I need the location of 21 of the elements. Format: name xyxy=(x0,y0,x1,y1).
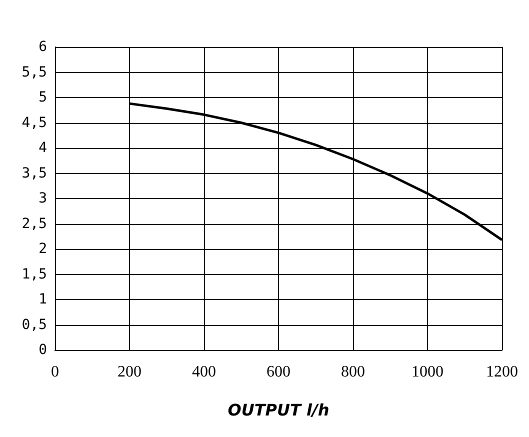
y-tick-label: 3 xyxy=(38,190,47,206)
y-tick-label: 1 xyxy=(38,292,47,308)
x-tick-label: 600 xyxy=(266,364,290,380)
y-tick-label: 0,5 xyxy=(22,316,47,333)
y-tick-label: 3,5 xyxy=(22,165,47,182)
x-tick-label: 800 xyxy=(341,364,365,380)
y-tick-label: 6 xyxy=(38,39,47,55)
y-tick-label: 2 xyxy=(38,241,47,257)
y-tick-label: 4,5 xyxy=(22,114,47,131)
y-tick-label: 2,5 xyxy=(22,216,47,232)
y-tick-label: 0 xyxy=(38,342,47,358)
x-tick-label: 1200 xyxy=(486,364,518,380)
x-tick-label: 0 xyxy=(51,364,59,380)
x-tick-label: 1000 xyxy=(412,364,444,380)
y-tick-label: 5,5 xyxy=(22,64,47,80)
y-tick-label: 5 xyxy=(38,90,47,106)
x-axis-title: OUTPUT l/h xyxy=(228,400,330,420)
y-tick-label: 4 xyxy=(38,140,47,156)
x-tick-label: 400 xyxy=(192,364,216,380)
x-tick-label: 200 xyxy=(118,364,142,380)
y-tick-label: 1,5 xyxy=(22,266,47,282)
